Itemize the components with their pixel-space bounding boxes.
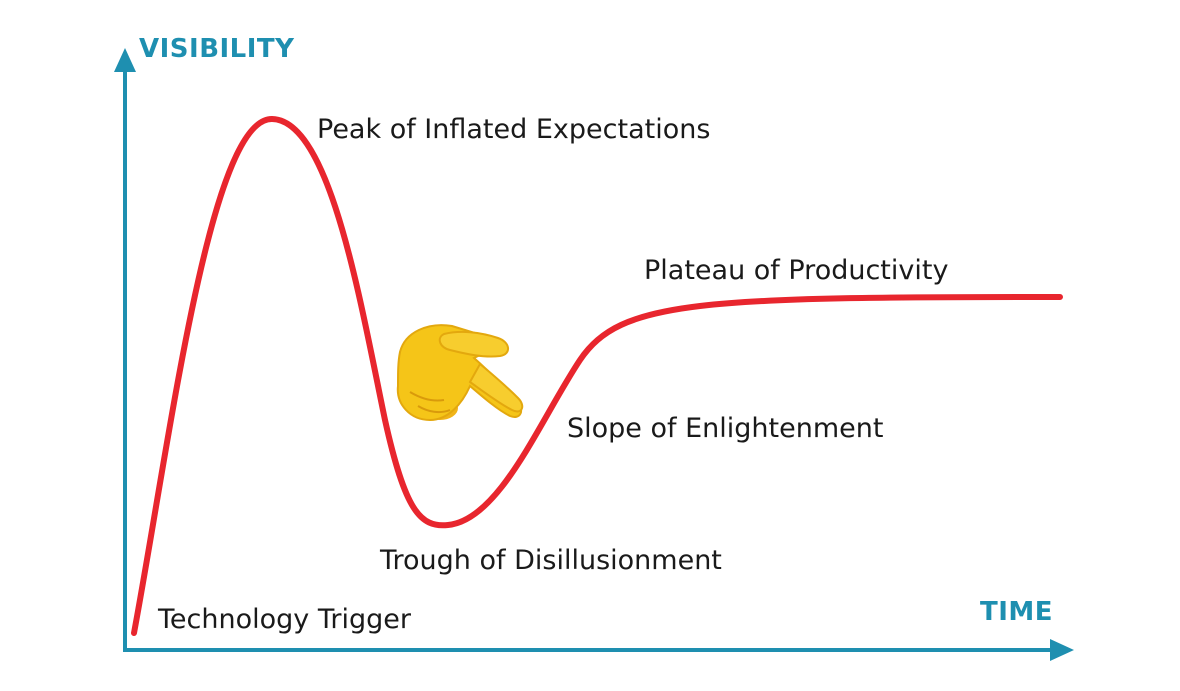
axes bbox=[114, 48, 1074, 661]
label-peak-of-inflated-expectations: Peak of Inflated Expectations bbox=[317, 114, 710, 145]
hype-curve bbox=[131, 115, 1063, 636]
label-plateau-of-productivity: Plateau of Productivity bbox=[644, 255, 948, 286]
pointing-hand-icon bbox=[396, 324, 524, 422]
y-axis-title: VISIBILITY bbox=[139, 34, 295, 64]
y-axis-arrowhead bbox=[114, 48, 136, 72]
label-trough-of-disillusionment: Trough of Disillusionment bbox=[379, 545, 722, 576]
label-slope-of-enlightenment: Slope of Enlightenment bbox=[567, 413, 883, 444]
x-axis-title: TIME bbox=[980, 597, 1053, 627]
x-axis-arrowhead bbox=[1050, 639, 1074, 661]
label-technology-trigger: Technology Trigger bbox=[157, 604, 412, 635]
